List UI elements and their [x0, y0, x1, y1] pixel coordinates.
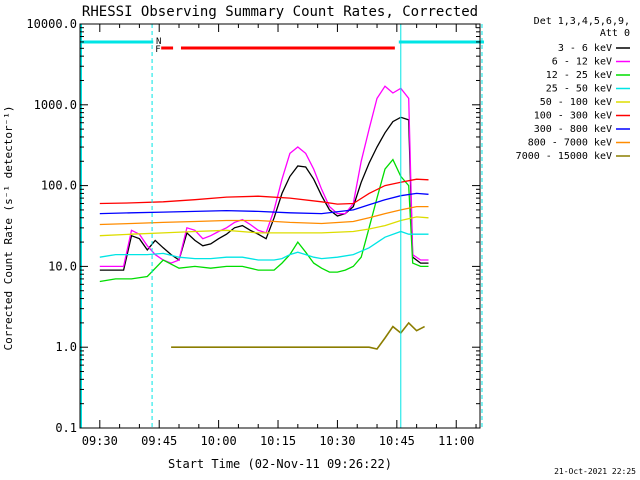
x-axis-label: Start Time (02-Nov-11 09:26:22): [168, 457, 392, 471]
series-line-12-25-kev: [99, 158, 429, 283]
series-line-25-50-kev: [99, 230, 429, 261]
y-tick-label: 1.0: [55, 340, 77, 354]
series-line-300-800-kev: [99, 192, 429, 215]
series-line-800-7000-kev: [99, 205, 429, 226]
legend-label: 12 - 25 keV: [546, 70, 612, 81]
legend-label: 3 - 6 keV: [558, 43, 612, 54]
legend-label: 7000 - 15000 keV: [516, 151, 612, 162]
legend-label: 800 - 7000 keV: [528, 138, 612, 149]
series-line-3-6-kev: [99, 116, 429, 271]
legend-label: 25 - 50 keV: [546, 84, 612, 95]
legend-label: 6 - 12 keV: [552, 57, 612, 68]
legend-label: 300 - 800 keV: [534, 124, 612, 135]
y-tick-label: 1000.0: [34, 98, 77, 112]
marker-lines: [80, 24, 483, 428]
x-tick-label: 10:30: [319, 434, 355, 448]
x-tick-label: 10:15: [260, 434, 296, 448]
x-tick-label: 09:45: [141, 434, 177, 448]
status-bars: NF: [80, 37, 484, 55]
series-line-100-300-kev: [99, 178, 429, 205]
legend-header: Att 0: [600, 28, 630, 39]
legend-header: Det 1,3,4,5,6,9,: [534, 16, 630, 27]
y-tick-label: 100.0: [41, 179, 77, 193]
x-tick-label: 09:30: [82, 434, 118, 448]
x-tick-label: 11:00: [438, 434, 474, 448]
legend-label: 50 - 100 keV: [540, 97, 612, 108]
legend: Det 1,3,4,5,6,9,Att 0 3 - 6 keV 6 - 12 keV…: [516, 16, 630, 162]
plot-frame: [79, 23, 481, 429]
timestamp: 21-Oct-2021 22:25: [554, 467, 636, 476]
series-layer: [99, 85, 429, 350]
series-line-7000-15000-kev: [171, 321, 425, 350]
x-tick-label: 10:45: [379, 434, 415, 448]
chart-title: RHESSI Observing Summary Count Rates, Co…: [82, 4, 478, 20]
x-tick-label: 10:00: [201, 434, 237, 448]
series-line-50-100-kev: [99, 216, 429, 237]
y-tick-label: 0.1: [55, 421, 77, 435]
flare-flag: F: [155, 45, 160, 55]
y-tick-label: 10.0: [48, 259, 77, 273]
legend-label: 100 - 300 keV: [534, 111, 612, 122]
night-flag: N: [156, 37, 161, 47]
axes: 0.1 1.0 10.0 100.0 1000.0 10000.0 09:30 09:45 10…: [26, 17, 481, 448]
y-tick-label: 10000.0: [26, 17, 77, 31]
y-axis-label: Corrected Count Rate (s⁻¹ detector⁻¹): [2, 105, 15, 350]
